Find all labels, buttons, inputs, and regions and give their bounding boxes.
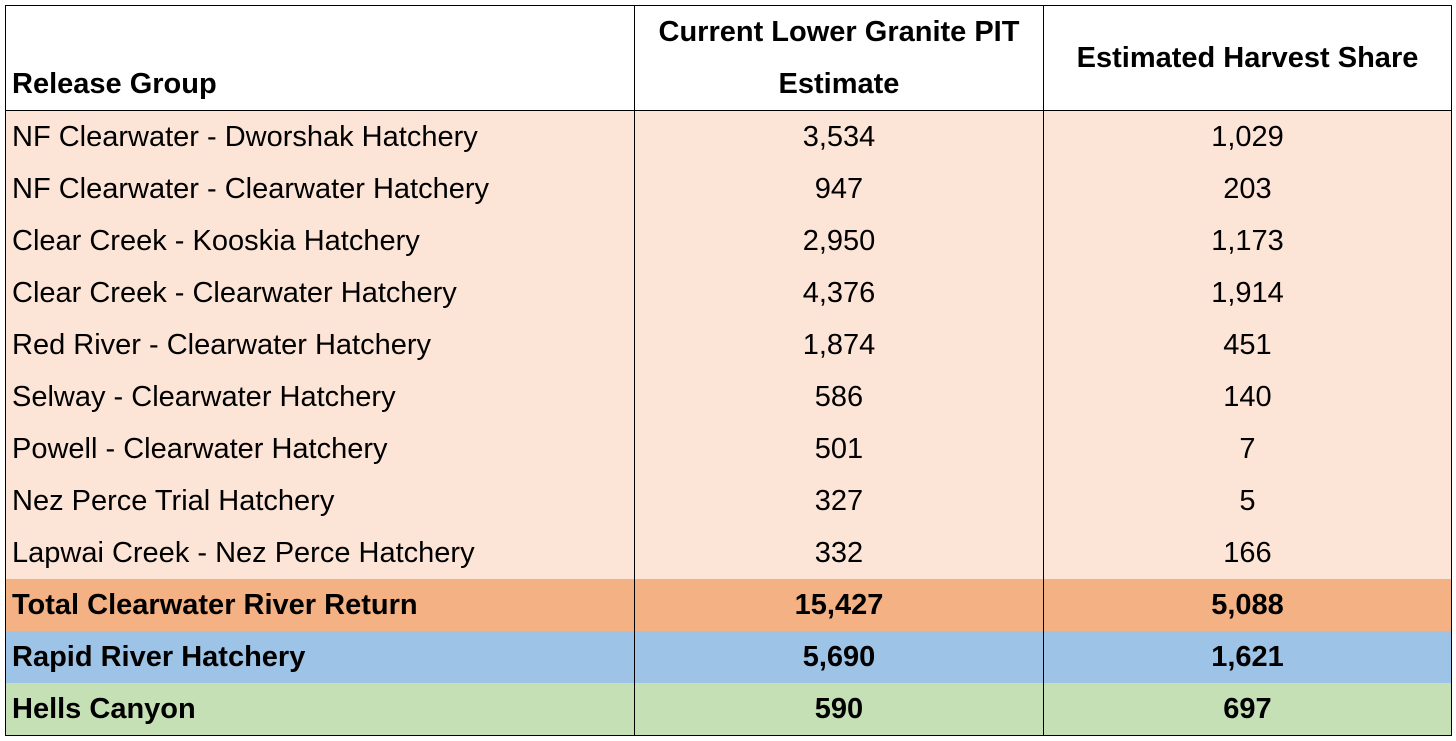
group-cell: Hells Canyon bbox=[5, 683, 635, 736]
value-cell: 140 bbox=[1043, 371, 1452, 423]
table-row: Red River - Clearwater Hatchery 1,874 451 bbox=[5, 319, 1452, 371]
group-cell: Lapwai Creek - Nez Perce Hatchery bbox=[5, 527, 635, 579]
value-cell: 1,173 bbox=[1043, 215, 1452, 267]
header-cell: Release Group bbox=[5, 5, 635, 111]
value-cell: 1,874 bbox=[634, 319, 1044, 371]
table-body: NF Clearwater - Dworshak Hatchery 3,534 1,… bbox=[5, 110, 1452, 736]
value-cell: 1,621 bbox=[1043, 631, 1452, 683]
value-cell: 501 bbox=[634, 423, 1044, 475]
value-cell: 203 bbox=[1043, 163, 1452, 215]
table-row: Powell - Clearwater Hatchery 501 7 bbox=[5, 423, 1452, 475]
value-cell: 947 bbox=[634, 163, 1044, 215]
value-cell: 15,427 bbox=[634, 579, 1044, 631]
group-cell: Red River - Clearwater Hatchery bbox=[5, 319, 635, 371]
value-cell: 332 bbox=[634, 527, 1044, 579]
table-row: NF Clearwater - Clearwater Hatchery 947 20… bbox=[5, 163, 1452, 215]
value-cell: 327 bbox=[634, 475, 1044, 527]
table-row: Lapwai Creek - Nez Perce Hatchery 332 166 bbox=[5, 527, 1452, 579]
value-cell: 4,376 bbox=[634, 267, 1044, 319]
group-cell: Powell - Clearwater Hatchery bbox=[5, 423, 635, 475]
release-table: Release Group Current Lower Granite PIT … bbox=[5, 5, 1452, 736]
group-cell: NF Clearwater - Clearwater Hatchery bbox=[5, 163, 635, 215]
header-row: Release Group Current Lower Granite PIT … bbox=[5, 5, 1452, 111]
value-cell: 451 bbox=[1043, 319, 1452, 371]
table-row: Clear Creek - Clearwater Hatchery 4,376 1,… bbox=[5, 267, 1452, 319]
value-cell: 7 bbox=[1043, 423, 1452, 475]
group-cell: Selway - Clearwater Hatchery bbox=[5, 371, 635, 423]
group-cell: Clear Creek - Clearwater Hatchery bbox=[5, 267, 635, 319]
value-cell: 3,534 bbox=[634, 110, 1044, 163]
value-cell: 1,914 bbox=[1043, 267, 1452, 319]
group-cell: Clear Creek - Kooskia Hatchery bbox=[5, 215, 635, 267]
table-row: Rapid River Hatchery 5,690 1,621 bbox=[5, 631, 1452, 683]
group-cell: NF Clearwater - Dworshak Hatchery bbox=[5, 110, 635, 163]
group-cell: Nez Perce Trial Hatchery bbox=[5, 475, 635, 527]
value-cell: 590 bbox=[634, 683, 1044, 736]
group-cell: Total Clearwater River Return bbox=[5, 579, 635, 631]
value-cell: 697 bbox=[1043, 683, 1452, 736]
value-cell: 166 bbox=[1043, 527, 1452, 579]
value-cell: 586 bbox=[634, 371, 1044, 423]
table-row: Hells Canyon 590 697 bbox=[5, 683, 1452, 736]
table-row: Total Clearwater River Return 15,427 5,088 bbox=[5, 579, 1452, 631]
table-row: Clear Creek - Kooskia Hatchery 2,950 1,173 bbox=[5, 215, 1452, 267]
value-cell: 2,950 bbox=[634, 215, 1044, 267]
value-cell: 5,690 bbox=[634, 631, 1044, 683]
table-row: Nez Perce Trial Hatchery 327 5 bbox=[5, 475, 1452, 527]
value-cell: 5 bbox=[1043, 475, 1452, 527]
table-row: Selway - Clearwater Hatchery 586 140 bbox=[5, 371, 1452, 423]
header-cell: Estimated Harvest Share bbox=[1043, 5, 1452, 111]
header-cell: Current Lower Granite PIT Estimate bbox=[634, 5, 1044, 111]
group-cell: Rapid River Hatchery bbox=[5, 631, 635, 683]
table-row: NF Clearwater - Dworshak Hatchery 3,534 1,… bbox=[5, 110, 1452, 163]
value-cell: 1,029 bbox=[1043, 110, 1452, 163]
value-cell: 5,088 bbox=[1043, 579, 1452, 631]
